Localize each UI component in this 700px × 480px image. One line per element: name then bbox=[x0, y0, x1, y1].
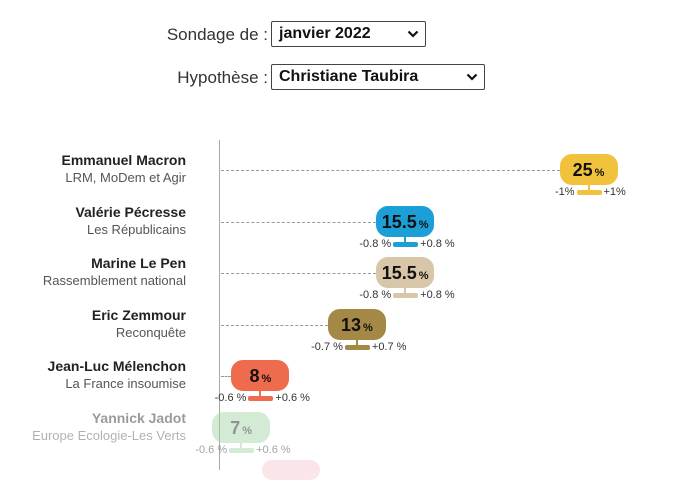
score-unit: % bbox=[418, 218, 429, 231]
score-value: 25 bbox=[572, 160, 593, 180]
hypothesis-label: Hypothèse : bbox=[177, 68, 268, 87]
error-stem bbox=[259, 391, 262, 399]
error-bar bbox=[248, 396, 274, 401]
score-pill[interactable]: 8% bbox=[231, 360, 290, 391]
error-high: +0.8 % bbox=[420, 289, 455, 301]
error-stem bbox=[587, 185, 590, 193]
chevron-down-icon bbox=[466, 73, 478, 81]
error-bar bbox=[576, 190, 602, 195]
score-pill[interactable]: 13% bbox=[327, 308, 386, 340]
error-low: -1% bbox=[554, 186, 575, 198]
error-high: +0.7 % bbox=[371, 340, 407, 353]
candidate-party: Les Républicains bbox=[86, 221, 186, 237]
score-pill[interactable]: 7% bbox=[212, 411, 271, 443]
candidate-party: Reconquête bbox=[115, 324, 186, 340]
error-high: +0.8 % bbox=[420, 237, 455, 250]
error-low: -0.6 % bbox=[195, 443, 228, 456]
candidate-name: Valérie Pécresse bbox=[75, 203, 186, 220]
candidate-party: LRM, MoDem et Agir bbox=[65, 170, 186, 185]
error-stem bbox=[404, 288, 407, 296]
survey-label: Sondage de : bbox=[166, 25, 268, 44]
error-bar bbox=[393, 241, 419, 247]
error-high: +1% bbox=[603, 186, 626, 198]
score-pill[interactable]: 15.5% bbox=[376, 257, 435, 288]
error-low: -0.7 % bbox=[311, 340, 343, 353]
score-unit: % bbox=[363, 321, 373, 334]
survey-select-value: janvier 2022 bbox=[279, 25, 371, 42]
candidate-party: Europe Ecologie-Les Verts bbox=[32, 427, 186, 443]
hypothesis-select[interactable]: Christiane Taubira bbox=[271, 64, 485, 90]
leader-line bbox=[221, 376, 232, 377]
error-low: -0.8 % bbox=[359, 237, 392, 250]
score-value: 8 bbox=[249, 366, 260, 386]
score-pill[interactable]: 25% bbox=[559, 154, 618, 185]
score-pill[interactable]: 15.5% bbox=[376, 205, 435, 237]
error-high: +0.6 % bbox=[275, 392, 310, 404]
hypothesis-select-value: Christiane Taubira bbox=[279, 68, 419, 85]
score-unit: % bbox=[261, 373, 272, 385]
candidate-name: Jean-Luc Mélenchon bbox=[47, 358, 186, 374]
candidate-name: Emmanuel Macron bbox=[61, 152, 186, 168]
candidate-name: Marine Le Pen bbox=[91, 255, 186, 271]
score-unit: % bbox=[242, 424, 252, 437]
candidate-party: Rassemblement national bbox=[42, 273, 186, 288]
candidate-party: La France insoumise bbox=[65, 376, 186, 391]
leader-line bbox=[221, 221, 377, 223]
candidate-name: Eric Zemmour bbox=[91, 306, 186, 323]
error-low: -0.8 % bbox=[359, 289, 392, 301]
survey-select[interactable]: janvier 2022 bbox=[271, 21, 426, 47]
error-high: +0.6 % bbox=[256, 443, 291, 456]
error-stem bbox=[404, 236, 407, 245]
score-unit: % bbox=[418, 270, 429, 282]
next-row-pill-partial bbox=[262, 460, 320, 480]
score-unit: % bbox=[594, 167, 605, 179]
survey-control: Sondage de : janvier 2022 bbox=[0, 21, 700, 47]
candidate-name: Yannick Jadot bbox=[91, 409, 186, 426]
error-bar bbox=[393, 293, 419, 298]
error-bar bbox=[229, 447, 255, 453]
leader-line bbox=[221, 324, 328, 326]
score-value: 15.5 bbox=[381, 211, 417, 232]
leader-line bbox=[221, 170, 560, 171]
error-stem bbox=[355, 339, 358, 348]
chart-axis bbox=[219, 140, 220, 470]
error-bar bbox=[344, 344, 370, 350]
error-stem bbox=[240, 442, 243, 451]
score-value: 13 bbox=[340, 314, 362, 335]
leader-line bbox=[221, 273, 377, 274]
hypothesis-control: Hypothèse : Christiane Taubira bbox=[0, 64, 700, 90]
chevron-down-icon bbox=[407, 30, 419, 38]
error-low: -0.6 % bbox=[214, 392, 247, 404]
score-value: 7 bbox=[230, 417, 241, 438]
score-value: 15.5 bbox=[381, 263, 417, 283]
